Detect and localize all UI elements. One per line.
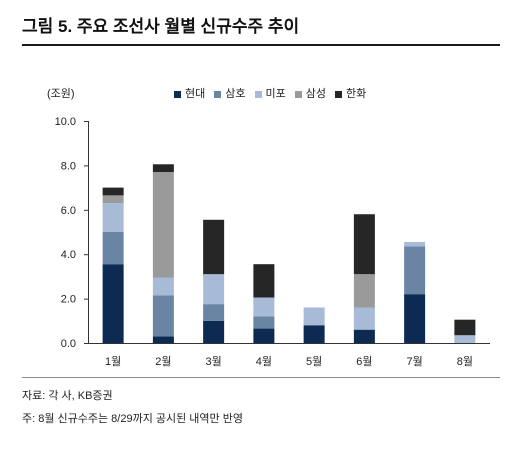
bar-segment-month-4-series-3 — [253, 297, 275, 317]
bar-segment-month-6-series-5 — [353, 214, 375, 275]
bar-segment-month-5-series-1 — [303, 325, 325, 343]
legend-label: 미포 — [265, 88, 286, 100]
y-axis-unit-label: (조원) — [47, 88, 75, 100]
title-divider — [22, 44, 500, 46]
bar-segment-month-1-series-4 — [102, 195, 124, 204]
bar-segment-month-7-series-1 — [404, 294, 426, 343]
x-tick-label-1: 1월 — [105, 355, 121, 368]
legend-swatch — [254, 90, 262, 98]
legend-label: 한화 — [346, 88, 367, 100]
bar-segment-month-4-series-5 — [253, 264, 275, 298]
bar-segment-month-7-series-2 — [404, 246, 426, 295]
bar-segment-month-1-series-5 — [102, 187, 124, 196]
x-tick-label-8: 8월 — [457, 355, 473, 368]
x-tick-label-6: 6월 — [356, 355, 372, 368]
bar-segment-month-6-series-1 — [353, 329, 375, 343]
bar-segment-month-1-series-1 — [102, 264, 124, 343]
bar-segment-month-3-series-2 — [203, 304, 225, 321]
chart-title: 그림 5. 주요 조선사 월별 신규수주 추이 — [22, 17, 300, 36]
legend-item-series-4: 삼성 — [294, 87, 326, 101]
legend-label: 삼호 — [225, 88, 246, 100]
y-tick-label-5: 8.0 — [61, 160, 76, 172]
x-tick-label-7: 7월 — [407, 355, 423, 368]
y-tick-label-6: 10.0 — [55, 116, 76, 128]
y-tick-label-2: 2.0 — [61, 294, 76, 306]
bar-segment-month-3-series-3 — [203, 274, 225, 305]
legend-swatch — [174, 90, 181, 98]
legend: 현대 삼호 미포 삼성 한화 — [174, 87, 366, 101]
legend-item-series-5: 한화 — [335, 87, 366, 101]
y-tick-label-3: 4.0 — [61, 249, 76, 261]
legend-label: 현대 — [185, 88, 206, 100]
legend-item-series-3: 미포 — [254, 87, 286, 101]
bar-segment-month-6-series-4 — [353, 274, 375, 308]
legend-swatch — [335, 90, 342, 98]
bar-segment-month-8-series-3 — [454, 335, 476, 343]
bar-segment-month-2-series-4 — [152, 172, 174, 278]
legend-item-series-2: 삼호 — [214, 87, 246, 101]
bar-segment-month-5-series-3 — [303, 307, 325, 326]
x-tick-label-4: 4월 — [256, 355, 272, 368]
footnote-text: 주: 8월 신규수주는 8/29까지 공시된 내역만 반영 — [22, 413, 243, 425]
bar-segment-month-1-series-3 — [102, 203, 124, 232]
footer-divider — [22, 377, 500, 378]
bar-segment-month-3-series-1 — [203, 320, 225, 343]
bar-segment-month-2-series-1 — [152, 336, 174, 343]
bar-segment-month-1-series-2 — [102, 232, 124, 265]
bar-segment-month-6-series-3 — [353, 307, 375, 330]
x-tick-label-2: 2월 — [155, 355, 171, 368]
x-tick-label-5: 5월 — [306, 355, 322, 368]
bar-segment-month-4-series-1 — [253, 328, 275, 343]
bar-segment-month-2-series-5 — [152, 164, 174, 173]
source-text: 자료: 각 사, KB증권 — [22, 390, 113, 402]
legend-item-series-1: 현대 — [174, 87, 205, 101]
y-tick-label-4: 6.0 — [61, 205, 76, 217]
bar-segment-month-2-series-3 — [152, 277, 174, 296]
legend-swatch — [214, 90, 222, 98]
legend-label: 삼성 — [305, 88, 326, 100]
bar-segment-month-2-series-2 — [152, 295, 174, 337]
bar-segment-month-4-series-2 — [253, 316, 275, 329]
bar-segment-month-8-series-5 — [454, 319, 476, 336]
bar-segment-month-3-series-5 — [203, 219, 225, 275]
bar-segment-month-7-series-3 — [404, 241, 426, 247]
y-tick-label-1: 0.0 — [61, 338, 76, 350]
legend-swatch — [294, 90, 302, 98]
x-tick-label-3: 3월 — [206, 355, 222, 368]
